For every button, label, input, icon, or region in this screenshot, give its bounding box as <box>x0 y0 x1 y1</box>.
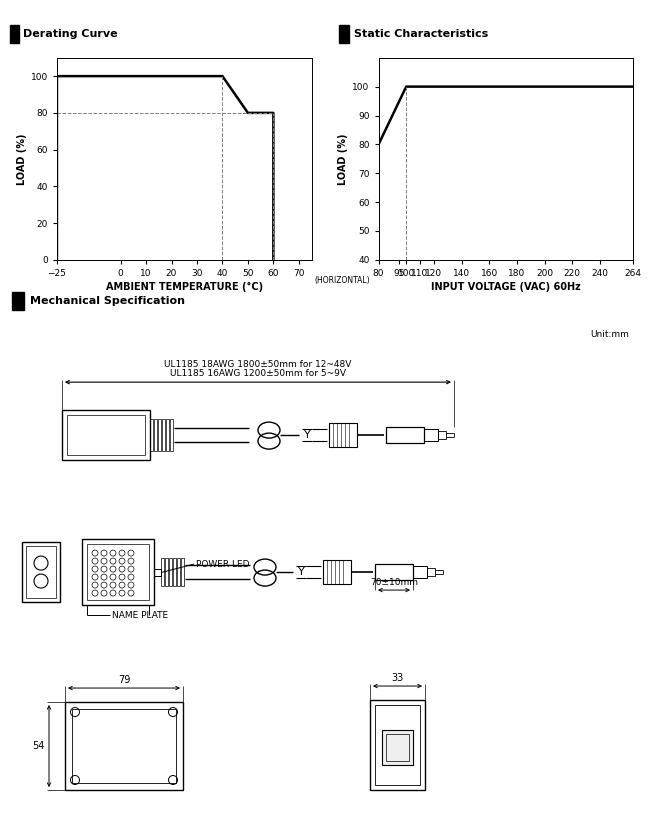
Bar <box>26 546 56 598</box>
Bar <box>82 539 154 605</box>
Bar <box>154 569 161 576</box>
Text: UL1185 16AWG 1200±50mm for 5~9V: UL1185 16AWG 1200±50mm for 5~9V <box>170 369 346 378</box>
Bar <box>382 730 413 765</box>
Text: Static Characteristics: Static Characteristics <box>354 29 488 39</box>
X-axis label: INPUT VOLTAGE (VAC) 60Hz: INPUT VOLTAGE (VAC) 60Hz <box>431 282 581 292</box>
Bar <box>166 419 169 451</box>
Text: Mechanical Specification: Mechanical Specification <box>30 296 185 306</box>
Bar <box>150 419 153 451</box>
Text: 70±10mm: 70±10mm <box>370 578 418 587</box>
Text: Y: Y <box>297 567 304 577</box>
Text: Derating Curve: Derating Curve <box>23 29 118 39</box>
Y-axis label: LOAD (%): LOAD (%) <box>338 133 348 185</box>
Bar <box>427 568 435 576</box>
Bar <box>181 558 184 586</box>
Text: UL1185 18AWG 1800±50mm for 12~48V: UL1185 18AWG 1800±50mm for 12~48V <box>164 361 352 369</box>
Text: 33: 33 <box>391 673 403 683</box>
Bar <box>386 427 424 443</box>
Bar <box>375 564 413 580</box>
X-axis label: AMBIENT TEMPERATURE (°C): AMBIENT TEMPERATURE (°C) <box>106 282 263 292</box>
Bar <box>323 560 351 584</box>
Bar <box>165 558 168 586</box>
Bar <box>370 700 425 790</box>
Bar <box>158 419 161 451</box>
Bar <box>10 25 19 43</box>
Bar <box>177 558 180 586</box>
Text: (HORIZONTAL): (HORIZONTAL) <box>314 276 370 285</box>
Bar <box>162 419 165 451</box>
Text: POWER LED: POWER LED <box>196 559 249 568</box>
Bar <box>161 558 164 586</box>
Bar <box>329 423 357 447</box>
Text: NAME PLATE: NAME PLATE <box>112 610 168 620</box>
Bar <box>67 415 145 455</box>
Text: 79: 79 <box>118 675 130 685</box>
Bar <box>87 544 149 600</box>
Text: Y: Y <box>304 430 310 440</box>
Text: Unit:mm: Unit:mm <box>590 330 629 339</box>
Bar <box>375 705 420 785</box>
Bar <box>173 558 176 586</box>
Bar <box>386 734 409 761</box>
Bar <box>154 419 157 451</box>
Bar <box>169 558 172 586</box>
Bar <box>170 419 173 451</box>
Bar <box>22 542 60 602</box>
Text: 54: 54 <box>33 741 45 751</box>
Bar <box>11 292 24 310</box>
Bar <box>339 25 350 43</box>
Bar <box>62 410 150 460</box>
Bar <box>438 431 446 439</box>
Bar <box>65 702 183 790</box>
Bar <box>72 709 176 783</box>
Bar <box>413 566 427 578</box>
Bar <box>424 429 438 441</box>
Y-axis label: LOAD (%): LOAD (%) <box>17 133 27 185</box>
